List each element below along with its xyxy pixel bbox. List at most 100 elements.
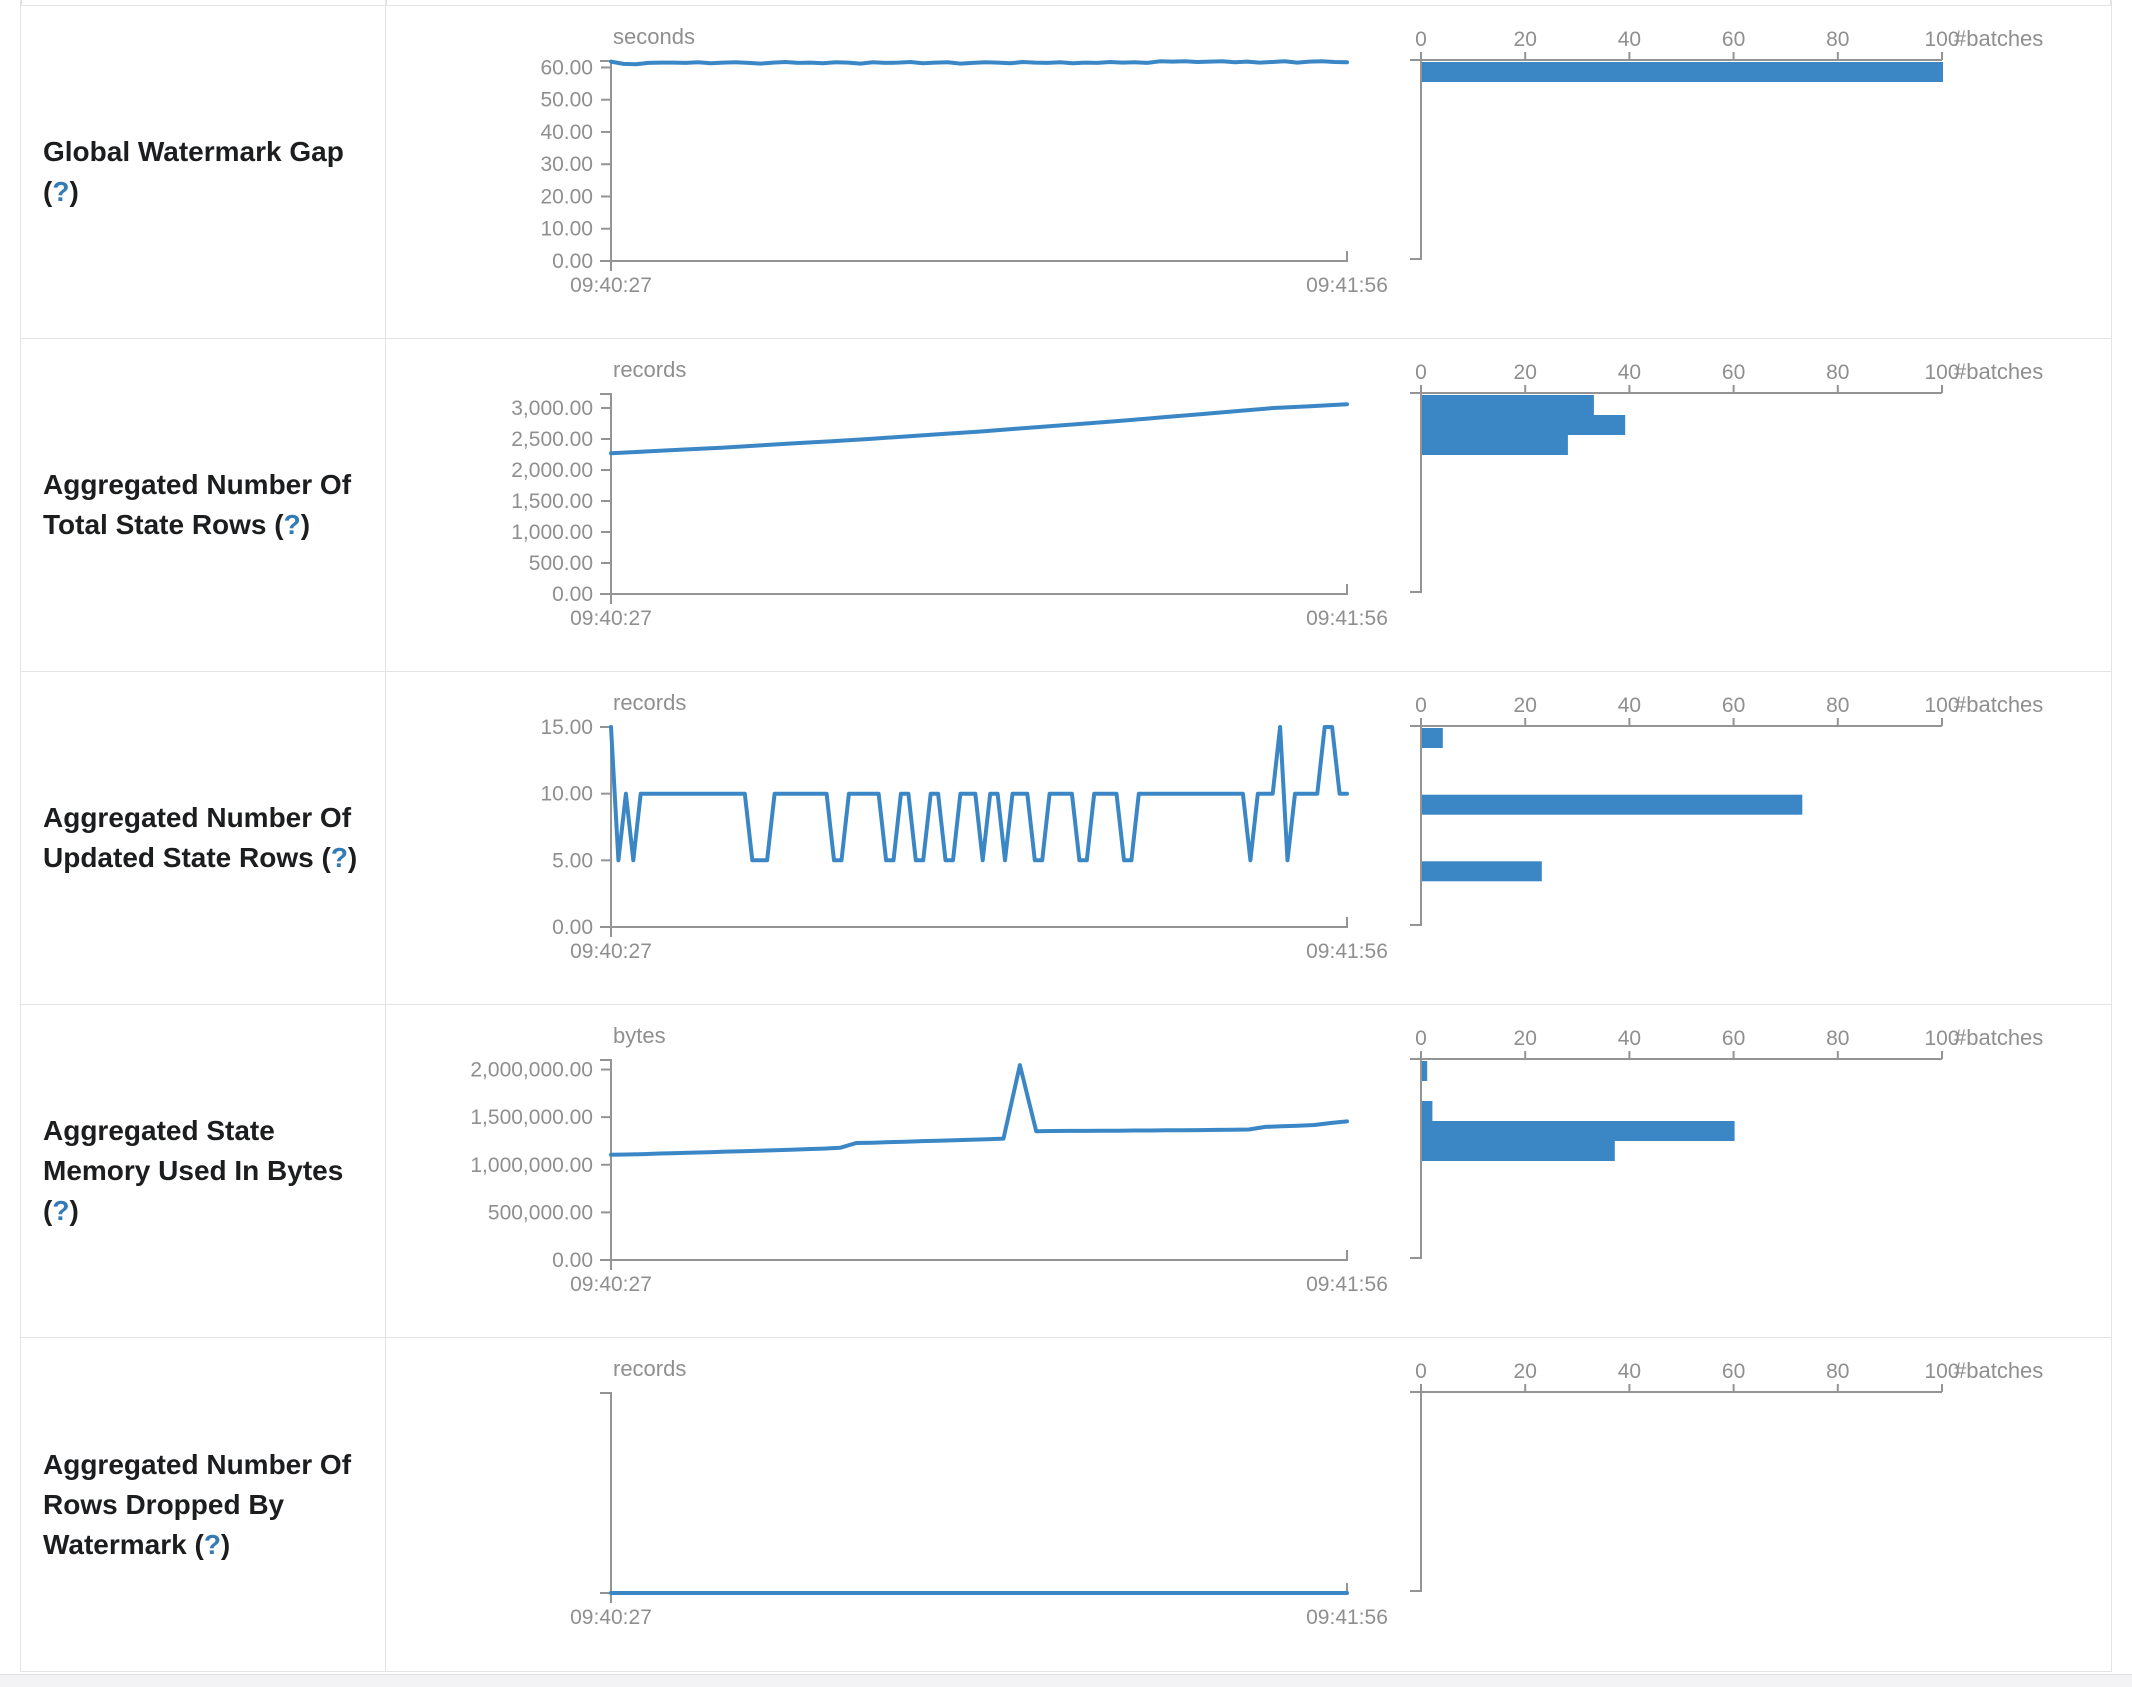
timeline-line [609, 1063, 1349, 1158]
histogram-bar [1422, 62, 1943, 82]
histogram-bracket [1410, 725, 1422, 927]
metric-chart-cell: records 0.00 5.00 10.00 15.00 09:40:27 09:41:5… [386, 672, 2111, 1004]
metric-label: Global Watermark Gap (?) [43, 132, 379, 212]
y-axis [600, 726, 612, 929]
metric-row: Aggregated State Memory Used In Bytes (?… [21, 1005, 2111, 1339]
y-tick-label: 5.00 [552, 850, 593, 873]
y-axis-unit-label: records [613, 357, 686, 382]
y-tick-label: 0.00 [552, 1249, 593, 1272]
timeline-and-histogram-chart: seconds 0.00 10.00 20.00 30.00 40.00 50.00 60.0… [540, 24, 2043, 297]
help-link[interactable]: ? [283, 509, 301, 541]
y-tick-label: 1,000.00 [511, 521, 593, 544]
help-tooltip: (?) [274, 509, 311, 541]
help-link[interactable]: ? [52, 176, 70, 208]
histogram-tick-label: 0 [1415, 1360, 1427, 1383]
histogram-tick-label: 100 [1924, 694, 1959, 717]
histogram-bar [1422, 794, 1803, 815]
timeline-and-histogram-chart: records 0.00 500.00 1,000.00 1,500.00 2,000.0… [511, 357, 2043, 630]
y-tick-label: 10.00 [540, 218, 593, 241]
histogram-tick-label: 100 [1924, 1360, 1959, 1383]
histogram-tick-label: 20 [1514, 1360, 1537, 1383]
help-link[interactable]: ? [330, 842, 348, 874]
histogram-bar [1422, 1061, 1428, 1082]
y-axis [600, 1059, 612, 1262]
x-axis-end-time: 09:41:56 [1306, 1606, 1388, 1629]
help-link[interactable]: ? [52, 1195, 70, 1227]
histogram-tick-label: 60 [1722, 1027, 1745, 1050]
metric-row: Aggregated Number Of Total State Rows (?… [21, 339, 2111, 673]
histogram-bar [1422, 395, 1594, 416]
histogram-tick-label: 80 [1826, 694, 1849, 717]
histogram-unit-label: #batches [1954, 26, 2043, 51]
timeline-and-histogram-chart: records 09:40:27 09:41:56 0 20 40 60 80 100#batc… [570, 1356, 2043, 1629]
x-axis [610, 917, 1348, 938]
y-tick-label: 40.00 [540, 121, 593, 144]
y-tick-label: 3,000.00 [511, 397, 593, 420]
histogram-tick-label: 40 [1618, 1360, 1641, 1383]
metric-chart-cell: records 0.00 500.00 1,000.00 1,500.00 2,000.0… [386, 339, 2111, 671]
histogram-bar [1422, 1121, 1735, 1142]
histogram-tick-label: 100 [1924, 361, 1959, 384]
metric-name: Global Watermark Gap [43, 136, 344, 168]
histogram-bar [1422, 435, 1568, 456]
streaming-statistics-table: Global Watermark Gap (?) seconds 0.00 10.0… [20, 5, 2112, 1672]
histogram-tick-label: 0 [1415, 361, 1427, 384]
histogram-unit-label: #batches [1954, 1358, 2043, 1383]
histogram-tick-label: 40 [1618, 28, 1641, 51]
metric-name: Aggregated Number Of Updated State Rows [43, 802, 352, 874]
x-axis-end-time: 09:41:56 [1306, 274, 1388, 297]
histogram-bracket [1410, 1391, 1422, 1593]
metric-label: Aggregated Number Of Rows Dropped By Wat… [43, 1445, 379, 1565]
histogram-bracket [1410, 392, 1422, 594]
x-axis-end-time: 09:41:56 [1306, 1273, 1388, 1296]
histogram-tick-label: 40 [1618, 1027, 1641, 1050]
histogram-unit-label: #batches [1954, 692, 2043, 717]
metric-label: Aggregated Number Of Updated State Rows … [43, 798, 379, 878]
x-axis-start-time: 09:40:27 [570, 274, 652, 297]
border-stub [385, 0, 387, 5]
histogram-bar [1422, 728, 1443, 749]
y-axis-unit-label: seconds [613, 24, 695, 49]
metric-name: Aggregated Number Of Total State Rows [43, 469, 352, 541]
histogram-tick-label: 60 [1722, 28, 1745, 51]
border-stub [20, 0, 22, 5]
help-tooltip: (?) [43, 176, 79, 208]
histogram-tick-label: 80 [1826, 361, 1849, 384]
y-tick-label: 1,500,000.00 [470, 1106, 593, 1129]
metric-row: Aggregated Number Of Updated State Rows … [21, 672, 2111, 1006]
y-tick-label: 20.00 [540, 185, 593, 208]
y-axis-unit-label: bytes [613, 1023, 666, 1048]
metric-name: Aggregated State Memory Used In Bytes [43, 1115, 344, 1187]
y-tick-label: 10.00 [540, 783, 593, 806]
histogram-bar [1422, 415, 1626, 436]
y-tick-label: 500,000.00 [488, 1202, 593, 1225]
y-axis [600, 1392, 612, 1595]
histogram-tick-label: 20 [1514, 1027, 1537, 1050]
histogram-tick-label: 20 [1514, 694, 1537, 717]
histogram-tick-label: 20 [1514, 28, 1537, 51]
y-tick-label: 2,000.00 [511, 459, 593, 482]
histogram-tick-label: 100 [1924, 28, 1959, 51]
histogram-tick-label: 100 [1924, 1027, 1959, 1050]
y-tick-label: 15.00 [540, 716, 593, 739]
y-tick-label: 1,000,000.00 [470, 1154, 593, 1177]
y-axis-unit-label: records [613, 690, 686, 715]
help-tooltip: (?) [43, 1195, 79, 1227]
histogram-tick-label: 40 [1618, 361, 1641, 384]
x-axis [610, 251, 1348, 271]
help-link[interactable]: ? [203, 1528, 221, 1560]
histogram-bar [1422, 1141, 1615, 1162]
border-stub [2110, 0, 2112, 5]
metric-name: Aggregated Number Of Rows Dropped By Wat… [43, 1448, 352, 1560]
timeline-line [609, 725, 1349, 863]
help-tooltip: (?) [194, 1528, 231, 1560]
y-tick-label: 0.00 [552, 916, 593, 939]
x-axis-start-time: 09:40:27 [570, 607, 652, 630]
y-tick-label: 50.00 [540, 89, 593, 112]
histogram-tick-label: 60 [1722, 694, 1745, 717]
histogram-tick-label: 80 [1826, 1027, 1849, 1050]
help-tooltip: (?) [321, 842, 358, 874]
metric-label-cell: Aggregated Number Of Rows Dropped By Wat… [21, 1338, 386, 1672]
y-axis [600, 60, 612, 262]
metric-chart-cell: bytes 0.00 500,000.00 1,000,000.00 1,500,000… [386, 1005, 2111, 1337]
